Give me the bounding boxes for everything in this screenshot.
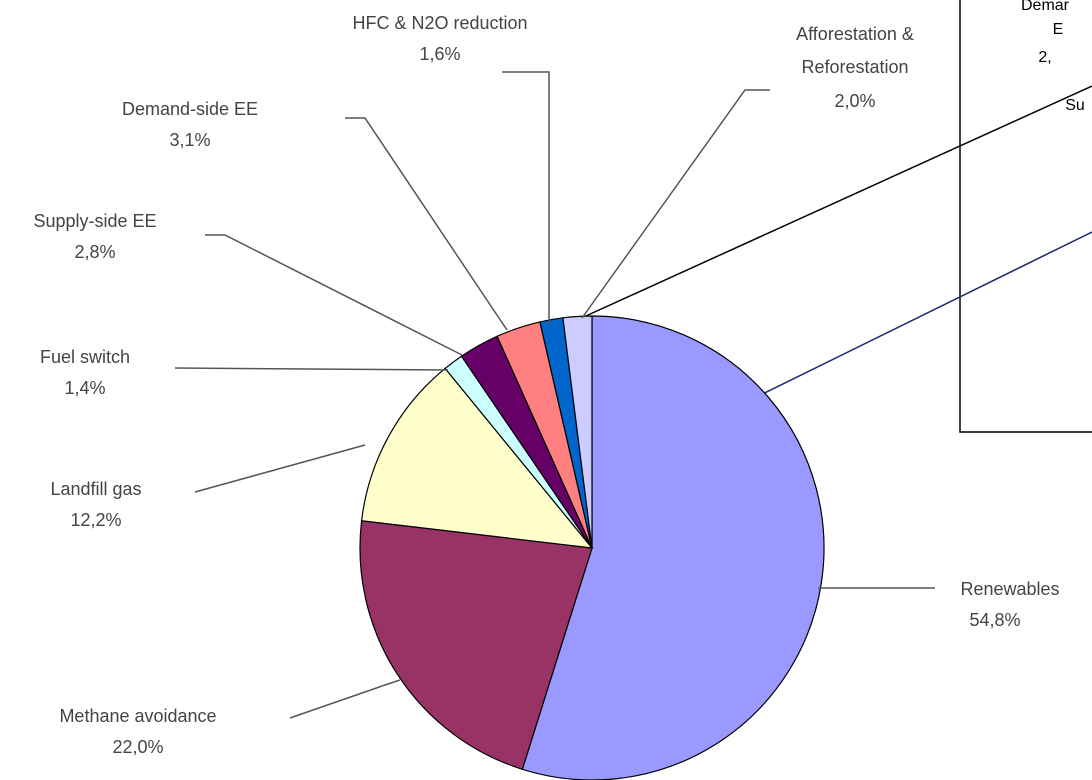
slice-label: Afforestation & Reforestation <box>796 24 914 77</box>
slice-label: Supply-side EE <box>33 211 156 231</box>
leader-line <box>581 89 770 319</box>
leader-line <box>194 444 366 493</box>
slice-value-label: 3,1% <box>169 130 210 150</box>
slice-label: Methane avoidance <box>59 706 216 726</box>
slice-label: Renewables <box>960 579 1059 599</box>
leader-line <box>345 117 508 331</box>
pie-slice <box>360 367 594 549</box>
slice-label: HFC & N2O reduction <box>352 13 527 33</box>
inset-text: Su <box>1065 97 1085 114</box>
inset-connector <box>729 231 1092 411</box>
inset-text: Demar <box>1021 0 1070 14</box>
slice-label: Demand-side EE <box>122 99 258 119</box>
leader-line <box>174 367 449 371</box>
leader-line <box>205 234 463 356</box>
pie-slice <box>521 315 825 780</box>
slice-label: Landfill gas <box>50 479 141 499</box>
slice-value-label: 2,0% <box>834 91 875 111</box>
pie-slice <box>359 520 593 771</box>
slice-value-label: 22,0% <box>112 737 163 757</box>
inset-box <box>959 0 1092 433</box>
slice-value-label: 1,4% <box>64 378 105 398</box>
inset-connector <box>554 85 1092 331</box>
leader-line <box>289 679 401 719</box>
inset-text: 2, <box>1038 49 1051 66</box>
slice-value-label: 54,8% <box>969 610 1020 630</box>
slice-value-label: 2,8% <box>74 242 115 262</box>
pie-slice <box>562 315 593 549</box>
leader-line <box>502 71 550 325</box>
slice-value-label: 1,6% <box>419 44 460 64</box>
slice-value-label: 12,2% <box>70 510 121 530</box>
inset-text: E <box>1053 21 1064 38</box>
slice-label: Fuel switch <box>40 347 130 367</box>
